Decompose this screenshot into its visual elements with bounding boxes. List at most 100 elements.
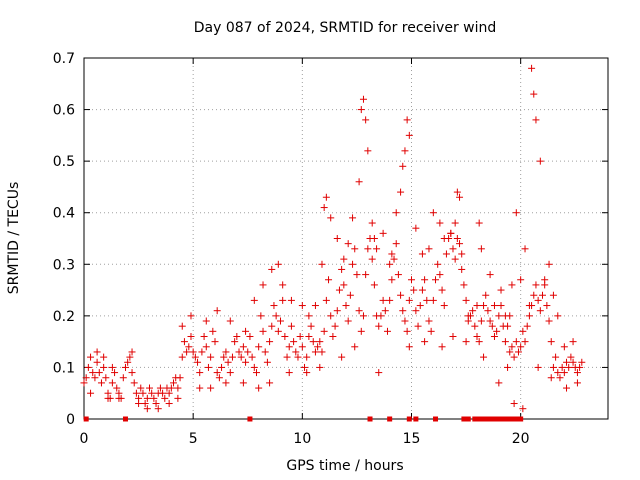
data-point [388,276,396,284]
data-point [176,374,184,382]
data-point [296,332,304,340]
zero-marker [122,416,128,422]
data-point [504,363,512,371]
data-point [532,281,540,289]
data-point [226,317,234,325]
data-point [510,400,518,408]
data-point [220,353,228,361]
data-point [504,322,512,330]
data-point [449,245,457,253]
data-point [338,353,346,361]
zero-marker [496,416,502,422]
data-point [287,322,295,330]
data-point [346,291,354,299]
data-point [477,245,485,253]
data-point [493,327,501,335]
data-point [379,229,387,237]
data-point [84,363,92,371]
data-point [554,312,562,320]
data-point [438,286,446,294]
chart-title: Day 087 of 2024, SRMTID for receiver win… [194,20,497,36]
data-point [263,358,271,366]
zero-marker [513,416,519,422]
data-point [349,214,357,222]
data-point [198,348,206,356]
data-point [523,322,531,330]
data-point [547,374,555,382]
data-point [547,338,555,346]
data-point [370,281,378,289]
data-point [370,235,378,242]
data-point [338,265,346,273]
data-point [213,369,221,377]
data-point [311,302,319,310]
data-point [196,384,204,392]
zero-marker [461,416,467,422]
data-point [268,265,276,273]
data-point [412,224,420,232]
data-point [248,353,256,361]
data-point [226,369,234,377]
data-point [80,379,88,387]
data-point [165,400,173,408]
data-point [418,250,426,258]
data-point [351,343,359,351]
data-point [401,147,409,155]
data-point [211,338,219,346]
data-point [274,260,282,268]
data-point [349,260,357,268]
data-point [187,312,195,320]
data-point [333,307,341,315]
data-point [357,106,365,114]
data-point [342,302,350,310]
data-point [322,193,330,201]
data-point [560,343,568,351]
data-point [495,312,503,320]
data-point [392,240,400,248]
data-point [143,405,151,413]
data-point [301,363,309,371]
zero-marker [367,416,373,422]
data-point [501,338,509,346]
plot-frame [83,57,609,420]
data-point [113,384,121,392]
data-point [536,307,544,315]
data-point [97,379,105,387]
data-point [388,250,396,258]
data-point [292,348,300,356]
data-point [143,394,151,402]
data-point [161,394,169,402]
data-point [322,296,330,304]
data-point [270,302,278,310]
y-axis-label: SRMTID / TECUs [6,182,22,295]
data-point [480,302,488,310]
y-tick-label: 0.2 [53,309,75,325]
data-point [95,369,103,377]
data-point [139,389,147,397]
data-point [187,332,195,340]
data-point [519,405,527,413]
data-point [490,332,498,340]
data-point [394,271,402,279]
data-point [115,394,123,402]
data-point [412,307,420,315]
data-point [351,245,359,253]
data-point [401,317,409,325]
data-point [423,296,431,304]
data-point [135,400,143,408]
x-tick-label: 0 [80,431,89,447]
data-point [108,379,116,387]
data-point [200,332,208,340]
data-point [506,312,514,320]
x-tick-labels: 0 5 10 15 20 [80,431,530,447]
data-point [340,255,348,263]
data-point [458,265,466,273]
data-point [438,343,446,351]
data-point [102,374,110,382]
data-point [425,317,433,325]
data-point [405,343,413,351]
data-point [242,358,250,366]
data-point [429,296,437,304]
data-point [344,240,352,248]
